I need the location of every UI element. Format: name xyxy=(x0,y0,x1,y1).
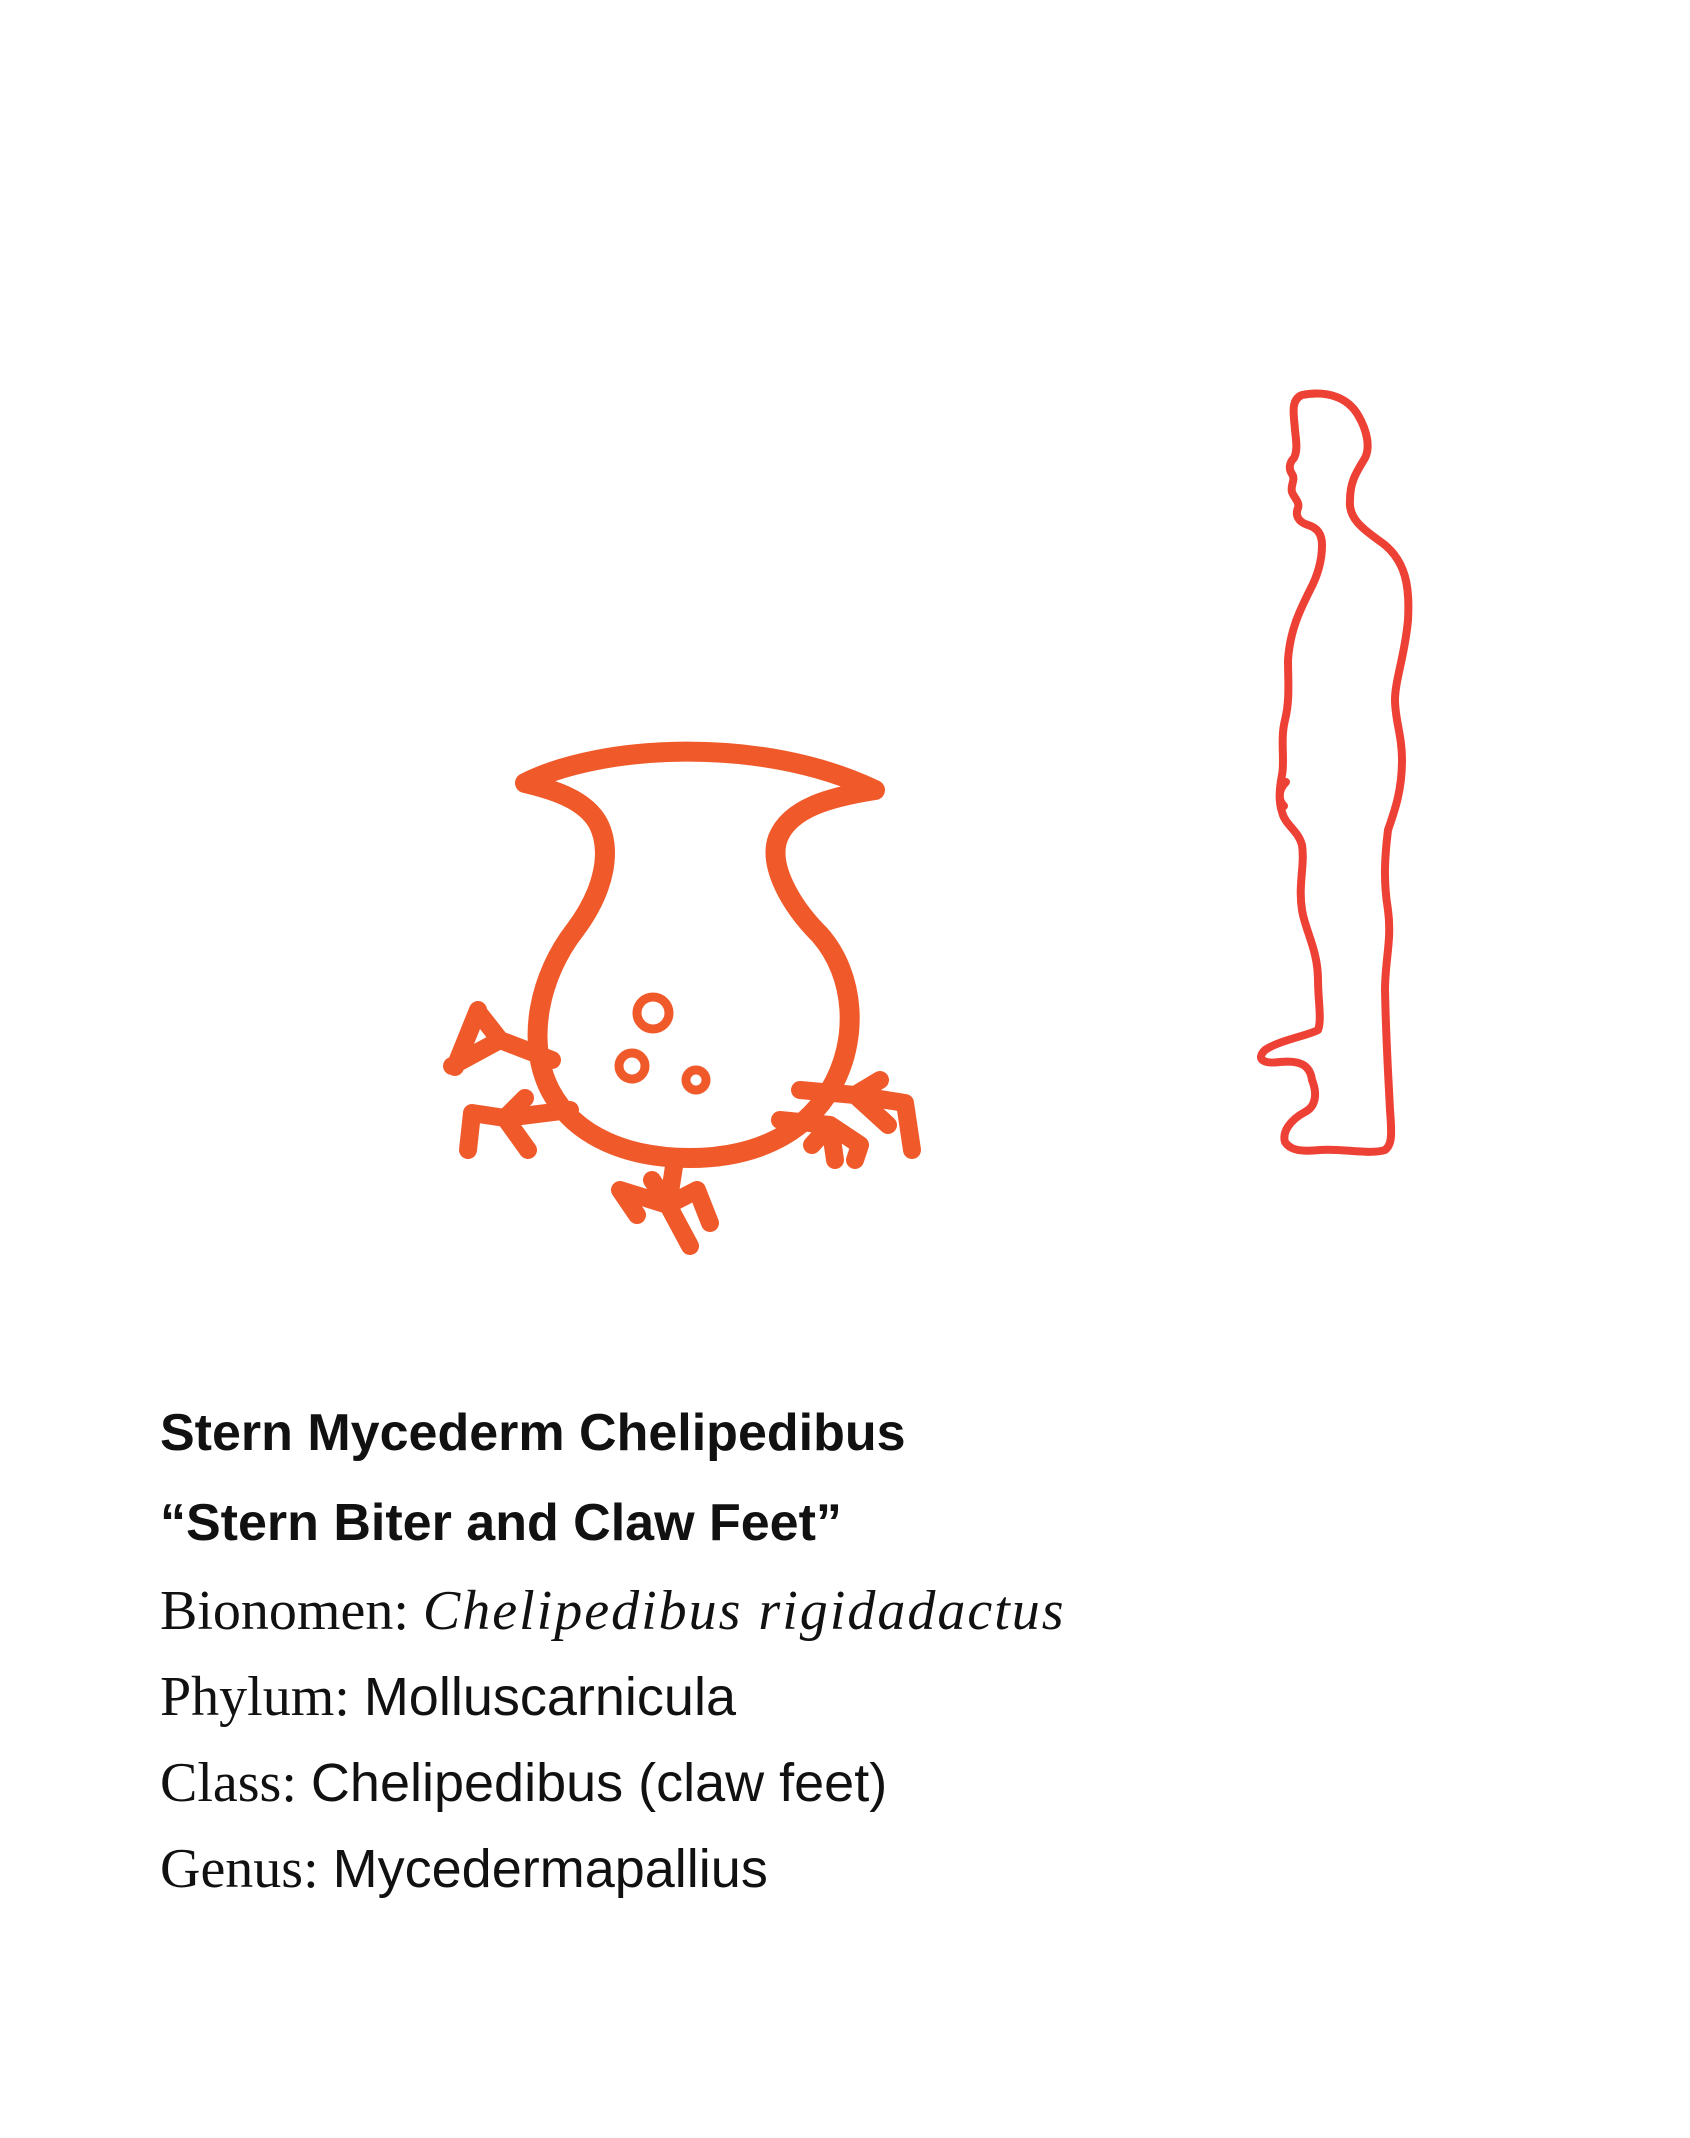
fact-phylum-value: Molluscarnicula xyxy=(363,1667,736,1727)
creature-right-claw-upper xyxy=(791,1071,921,1159)
human-silhouette xyxy=(1257,389,1413,1156)
fact-class-label: Class: xyxy=(160,1752,311,1814)
species-common-name: “Stern Biter and Claw Feet” xyxy=(160,1494,842,1552)
scale-figure xyxy=(443,389,1413,1255)
fact-bionomen-value: Chelipedibus rigidadactus xyxy=(422,1580,1066,1642)
fact-phylum-label: Phylum: xyxy=(160,1666,364,1728)
fact-class-value: Chelipedibus (claw feet) xyxy=(310,1753,888,1813)
creature-bottom-claw xyxy=(611,1151,719,1255)
creature-spot-small xyxy=(681,1065,711,1095)
fact-bionomen: Bionomen: Chelipedibus rigidadactus xyxy=(160,1568,1560,1654)
species-caption: Stern Mycederm Chelipedibus “Stern Biter… xyxy=(160,1388,1560,1912)
creature-illustration xyxy=(443,741,921,1255)
fact-bionomen-label: Bionomen: xyxy=(160,1580,423,1642)
fact-class: Class: Chelipedibus (claw feet) xyxy=(160,1740,1560,1826)
human-hand xyxy=(1275,778,1290,810)
creature-left-claw-upper xyxy=(443,1001,561,1076)
fact-genus-value: Mycedermapallius xyxy=(332,1839,768,1899)
fact-genus: Genus: Mycedermapallius xyxy=(160,1826,1560,1912)
species-title: Stern Mycederm Chelipedibus xyxy=(160,1404,906,1462)
creature-left-claw-lower xyxy=(459,1089,579,1159)
fact-genus-label: Genus: xyxy=(160,1838,333,1900)
human-illustration xyxy=(1257,389,1413,1156)
fact-phylum: Phylum: Molluscarnicula xyxy=(160,1654,1560,1740)
creature-right-claw-lower xyxy=(771,1111,869,1169)
creature-spot-medium xyxy=(614,1048,650,1084)
creature-spot-large xyxy=(632,992,674,1034)
